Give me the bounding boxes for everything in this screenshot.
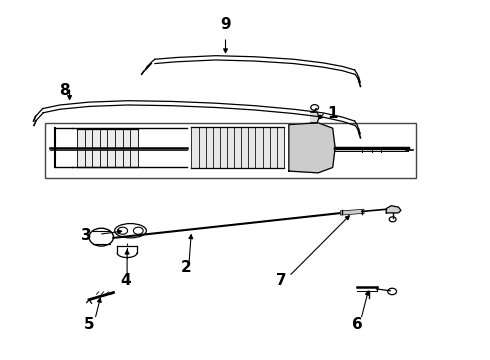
Bar xyxy=(45,123,416,178)
Text: 4: 4 xyxy=(121,273,131,288)
Text: 6: 6 xyxy=(352,317,363,332)
Text: 3: 3 xyxy=(81,228,92,243)
Text: 5: 5 xyxy=(84,317,95,332)
Text: 1: 1 xyxy=(327,107,338,121)
Text: 2: 2 xyxy=(181,260,192,275)
Polygon shape xyxy=(289,123,335,173)
Text: 7: 7 xyxy=(276,273,287,288)
Polygon shape xyxy=(311,112,319,123)
Polygon shape xyxy=(386,206,401,213)
Text: 9: 9 xyxy=(220,17,231,32)
Text: 8: 8 xyxy=(59,83,70,98)
